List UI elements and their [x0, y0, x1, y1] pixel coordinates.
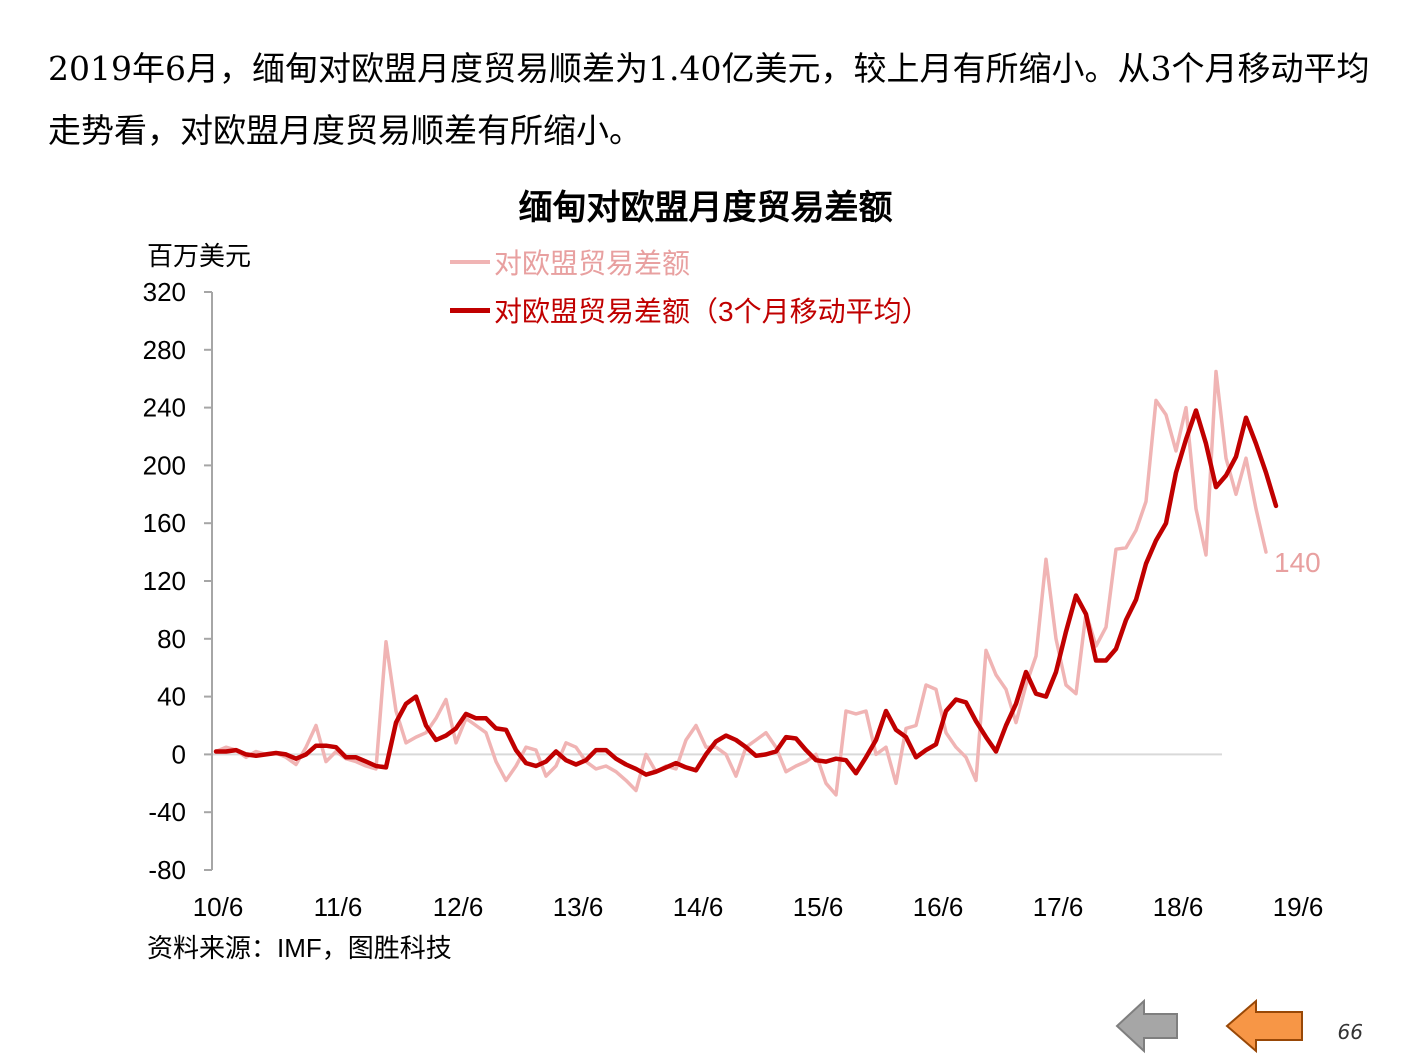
x-tick-label: 11/6	[314, 892, 363, 922]
y-tick-label: 240	[143, 393, 186, 423]
y-tick-label: 80	[157, 624, 186, 654]
left-arrow-gray-icon	[1115, 998, 1178, 1054]
series-line-moving-avg	[213, 408, 1279, 777]
y-tick-label: -40	[148, 797, 186, 827]
y-tick-label: 0	[172, 739, 186, 769]
y-tick-label: 160	[143, 508, 186, 538]
chart-title: 缅甸对欧盟月度贸易差额	[518, 189, 893, 227]
forward-button[interactable]	[1224, 997, 1306, 1060]
x-tick-label: 18/6	[1153, 892, 1204, 922]
legend-item-moving-avg: 对欧盟贸易差额（3个月移动平均）	[450, 286, 930, 334]
x-tick-label: 16/6	[913, 892, 964, 922]
intro-text: 2019年6月，缅甸对欧盟月度贸易顺差为1.40亿美元，较上月有所缩小。从3个月…	[48, 49, 1370, 150]
source-note: 资料来源：IMF，图胜科技	[147, 933, 452, 963]
y-tick-label: -80	[148, 855, 186, 885]
chart-legend: 对欧盟贸易差额 对欧盟贸易差额（3个月移动平均）	[450, 238, 930, 334]
page-number: 66	[1337, 1020, 1363, 1044]
y-tick-label: 320	[143, 277, 186, 307]
x-tick-label: 12/6	[433, 892, 484, 922]
y-axis-unit-label: 百万美元	[147, 241, 252, 271]
x-tick-label: 15/6	[793, 892, 844, 922]
y-tick-label: 40	[157, 682, 186, 712]
legend-swatch-moving-avg	[450, 307, 490, 313]
x-tick-label: 14/6	[673, 892, 724, 922]
x-tick-label: 19/6	[1273, 892, 1324, 922]
legend-swatch-monthly	[450, 260, 490, 264]
x-tick-label: 17/6	[1033, 892, 1084, 922]
chart-axes	[204, 291, 213, 871]
series-line-monthly	[214, 369, 1268, 797]
legend-label-moving-avg: 对欧盟贸易差额（3个月移动平均）	[494, 296, 930, 327]
x-tick-label: 13/6	[553, 892, 604, 922]
chart-series	[213, 369, 1279, 797]
y-tick-label: 280	[143, 335, 186, 365]
left-arrow-orange-icon	[1225, 998, 1303, 1054]
end-value-label: 140	[1274, 547, 1321, 578]
legend-label-monthly: 对欧盟贸易差额	[494, 248, 691, 279]
legend-item-monthly: 对欧盟贸易差额	[450, 238, 930, 286]
y-tick-label: 200	[143, 450, 186, 480]
back-button[interactable]	[1114, 997, 1180, 1060]
x-tick-label: 10/6	[193, 892, 244, 922]
y-tick-label: 120	[143, 566, 186, 596]
